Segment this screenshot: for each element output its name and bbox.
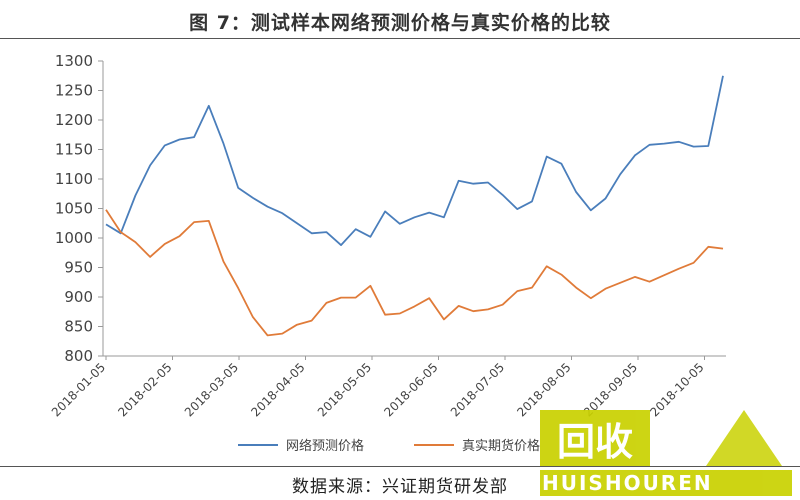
y-tick-label: 1050 — [55, 200, 93, 218]
x-tick-label: 2018-06-05 — [381, 360, 440, 419]
watermark-logo: 回收 HUISHOUREN — [540, 410, 792, 500]
y-tick-label: 1250 — [55, 82, 93, 100]
line-chart: 800 850 900 950 1000 1050 1100 1150 1200 1250 1300… — [49, 52, 726, 454]
watermark-mark: 回收 — [540, 410, 650, 466]
y-tick-label: 1000 — [55, 229, 93, 247]
x-tick-label: 2018-02-05 — [115, 360, 174, 419]
x-tick-label: 2018-05-05 — [315, 360, 374, 419]
y-tick-label: 1150 — [55, 141, 93, 159]
y-axis-ticks: 800 850 900 950 1000 1050 1100 1150 1200 1250 1300 — [55, 52, 103, 365]
y-tick-label: 850 — [64, 318, 93, 336]
chart-title: 图 7：测试样本网络预测价格与真实价格的比较 — [189, 12, 611, 34]
watermark-brand: HUISHOUREN — [540, 470, 792, 496]
y-tick-label: 950 — [64, 259, 93, 277]
legend-label-0: 网络预测价格 — [286, 438, 364, 454]
data-source: 数据来源：兴证期货研发部 — [292, 477, 508, 497]
title-divider — [0, 38, 800, 39]
x-tick-label: 2018-01-05 — [49, 360, 108, 419]
x-tick-label: 2018-03-05 — [182, 360, 241, 419]
series-line-1 — [105, 209, 724, 337]
y-tick-label: 1300 — [55, 52, 93, 70]
watermark-wedge-icon — [706, 410, 782, 466]
legend: 网络预测价格 真实期货价格 — [238, 438, 540, 454]
series-line-0 — [105, 75, 724, 247]
x-tick-label: 2018-07-05 — [448, 360, 507, 419]
x-tick-label: 2018-04-05 — [248, 360, 307, 419]
y-tick-label: 900 — [64, 288, 93, 306]
y-tick-label: 1100 — [55, 170, 93, 188]
y-tick-label: 1200 — [55, 111, 93, 129]
series-lines — [105, 75, 724, 337]
y-tick-label: 800 — [64, 347, 93, 365]
legend-label-1: 真实期货价格 — [462, 438, 540, 454]
footer-divider — [0, 466, 800, 467]
